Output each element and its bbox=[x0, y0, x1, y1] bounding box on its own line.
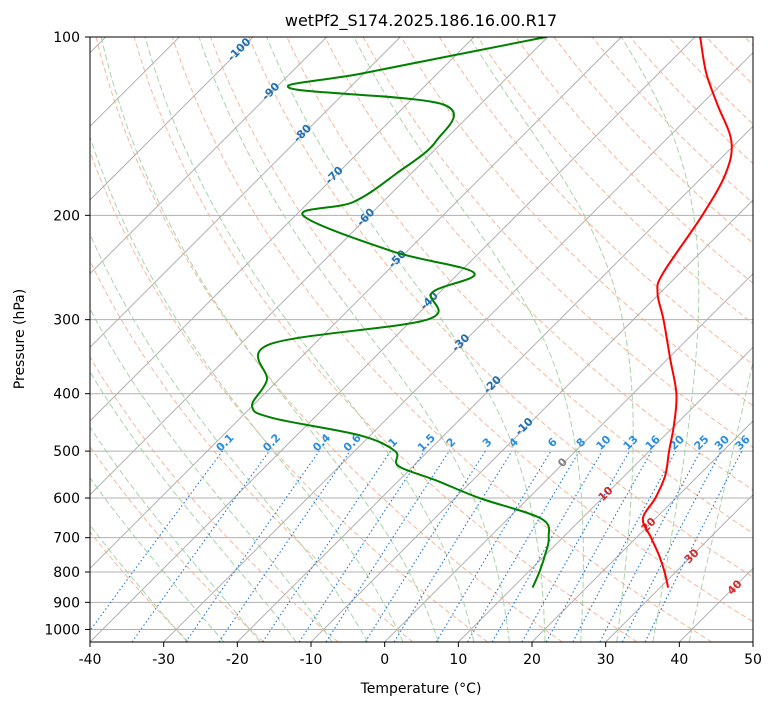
dewpoint-line bbox=[251, 37, 551, 588]
axis-ticks: -40 -30 -20 -10 0 10 20 30 40 50 100 200 300 400 500 60… bbox=[44, 30, 762, 668]
isotherm-line bbox=[605, 493, 753, 642]
temperature-line bbox=[641, 37, 733, 588]
moist-adiabat-line bbox=[90, 308, 333, 642]
x-tick-label: 0 bbox=[380, 652, 389, 668]
y-tick-label: 1000 bbox=[44, 622, 80, 638]
dry-adiabat-line bbox=[90, 259, 414, 642]
mixing-ratio-line bbox=[572, 450, 677, 642]
y-tick-label: 200 bbox=[53, 208, 80, 224]
isotherm-line bbox=[531, 420, 753, 642]
isotherm-line bbox=[457, 346, 753, 642]
moist-adiabat-line bbox=[90, 135, 404, 642]
moist-adiabat-line bbox=[620, 37, 700, 642]
isotherm-line bbox=[90, 37, 549, 496]
mixing-ratio-line bbox=[325, 450, 450, 642]
dry-adiabat-line bbox=[95, 37, 563, 642]
dry-adiabat-line bbox=[133, 37, 638, 642]
dry-adiabat-line bbox=[248, 37, 753, 578]
moist-adiabat-line bbox=[90, 476, 225, 642]
x-tick-label: 40 bbox=[670, 652, 688, 668]
dry-adiabat-line bbox=[210, 37, 753, 623]
x-tick-label: -30 bbox=[152, 652, 175, 668]
moist-adiabat-line bbox=[100, 37, 439, 642]
dry-adiabat-line bbox=[90, 445, 264, 642]
mixing-ratio-line bbox=[298, 450, 425, 642]
mixing-ratio-line bbox=[521, 450, 630, 642]
x-tick-label: 20 bbox=[523, 652, 541, 668]
x-tick-label: -40 bbox=[79, 652, 102, 668]
isotherm-line bbox=[90, 37, 696, 642]
y-tick-label: 100 bbox=[53, 30, 80, 46]
moist-adiabat-line bbox=[353, 37, 584, 642]
mixing-ratio-line bbox=[393, 450, 513, 642]
x-tick-label: 10 bbox=[449, 652, 467, 668]
isotherm-line bbox=[384, 272, 753, 642]
dry-adiabat-line bbox=[324, 37, 753, 491]
mixing-ratio-line bbox=[185, 450, 320, 642]
isotherm-line bbox=[236, 125, 753, 642]
isotherm-line bbox=[90, 37, 401, 349]
moist-adiabat-line bbox=[90, 426, 261, 642]
x-tick-label: -10 bbox=[300, 652, 323, 668]
y-tick-label: 700 bbox=[53, 531, 80, 547]
mixing-ratio-line bbox=[90, 450, 223, 632]
y-tick-label: 400 bbox=[53, 387, 80, 403]
moist-adiabat-line bbox=[90, 232, 369, 642]
plot-frame bbox=[89, 36, 754, 643]
moist-adiabat-line bbox=[144, 37, 475, 642]
dry-adiabat-line bbox=[400, 37, 753, 407]
isotherm-line bbox=[90, 37, 475, 422]
chart-title: wetPf2_S174.2025.186.16.00.R17 bbox=[285, 11, 557, 31]
dry-adiabat-line bbox=[171, 37, 712, 642]
x-tick-label: 30 bbox=[597, 652, 615, 668]
y-axis-title: Pressure (hPa) bbox=[12, 289, 28, 389]
mixing-ratio-line bbox=[218, 450, 351, 642]
isotherm-line bbox=[90, 37, 328, 275]
y-tick-label: 600 bbox=[53, 491, 80, 507]
sounding-series bbox=[251, 37, 733, 588]
dry-adiabat-line bbox=[90, 150, 488, 642]
mixing-ratio-line bbox=[545, 450, 653, 642]
moist-adiabat-line bbox=[90, 524, 188, 642]
y-tick-label: 800 bbox=[53, 565, 80, 581]
background-lines bbox=[90, 37, 753, 642]
isotherm-line bbox=[90, 37, 622, 570]
y-tick-label: 900 bbox=[53, 595, 80, 611]
y-tick-label: 300 bbox=[53, 313, 80, 329]
y-tick-label: 500 bbox=[53, 444, 80, 460]
mixing-ratio-line bbox=[262, 450, 392, 642]
dry-adiabat-line bbox=[438, 37, 753, 366]
mixing-ratio-line bbox=[644, 450, 743, 642]
moist-adiabat-line bbox=[198, 37, 510, 642]
dry-adiabat-line bbox=[90, 531, 190, 642]
dry-adiabat-line bbox=[90, 356, 339, 642]
x-tick-label: -20 bbox=[226, 652, 249, 668]
moist-adiabat-line bbox=[90, 370, 297, 642]
x-axis-title: Temperature (°C) bbox=[360, 681, 482, 697]
moist-adiabat-line bbox=[688, 358, 753, 642]
x-tick-label: 50 bbox=[744, 652, 762, 668]
moist-adiabat-line bbox=[266, 37, 546, 642]
dry-adiabat-line bbox=[515, 37, 753, 284]
isotherm-line bbox=[90, 37, 254, 201]
isotherm-line bbox=[163, 51, 753, 642]
mixing-ratio-line bbox=[131, 450, 270, 642]
